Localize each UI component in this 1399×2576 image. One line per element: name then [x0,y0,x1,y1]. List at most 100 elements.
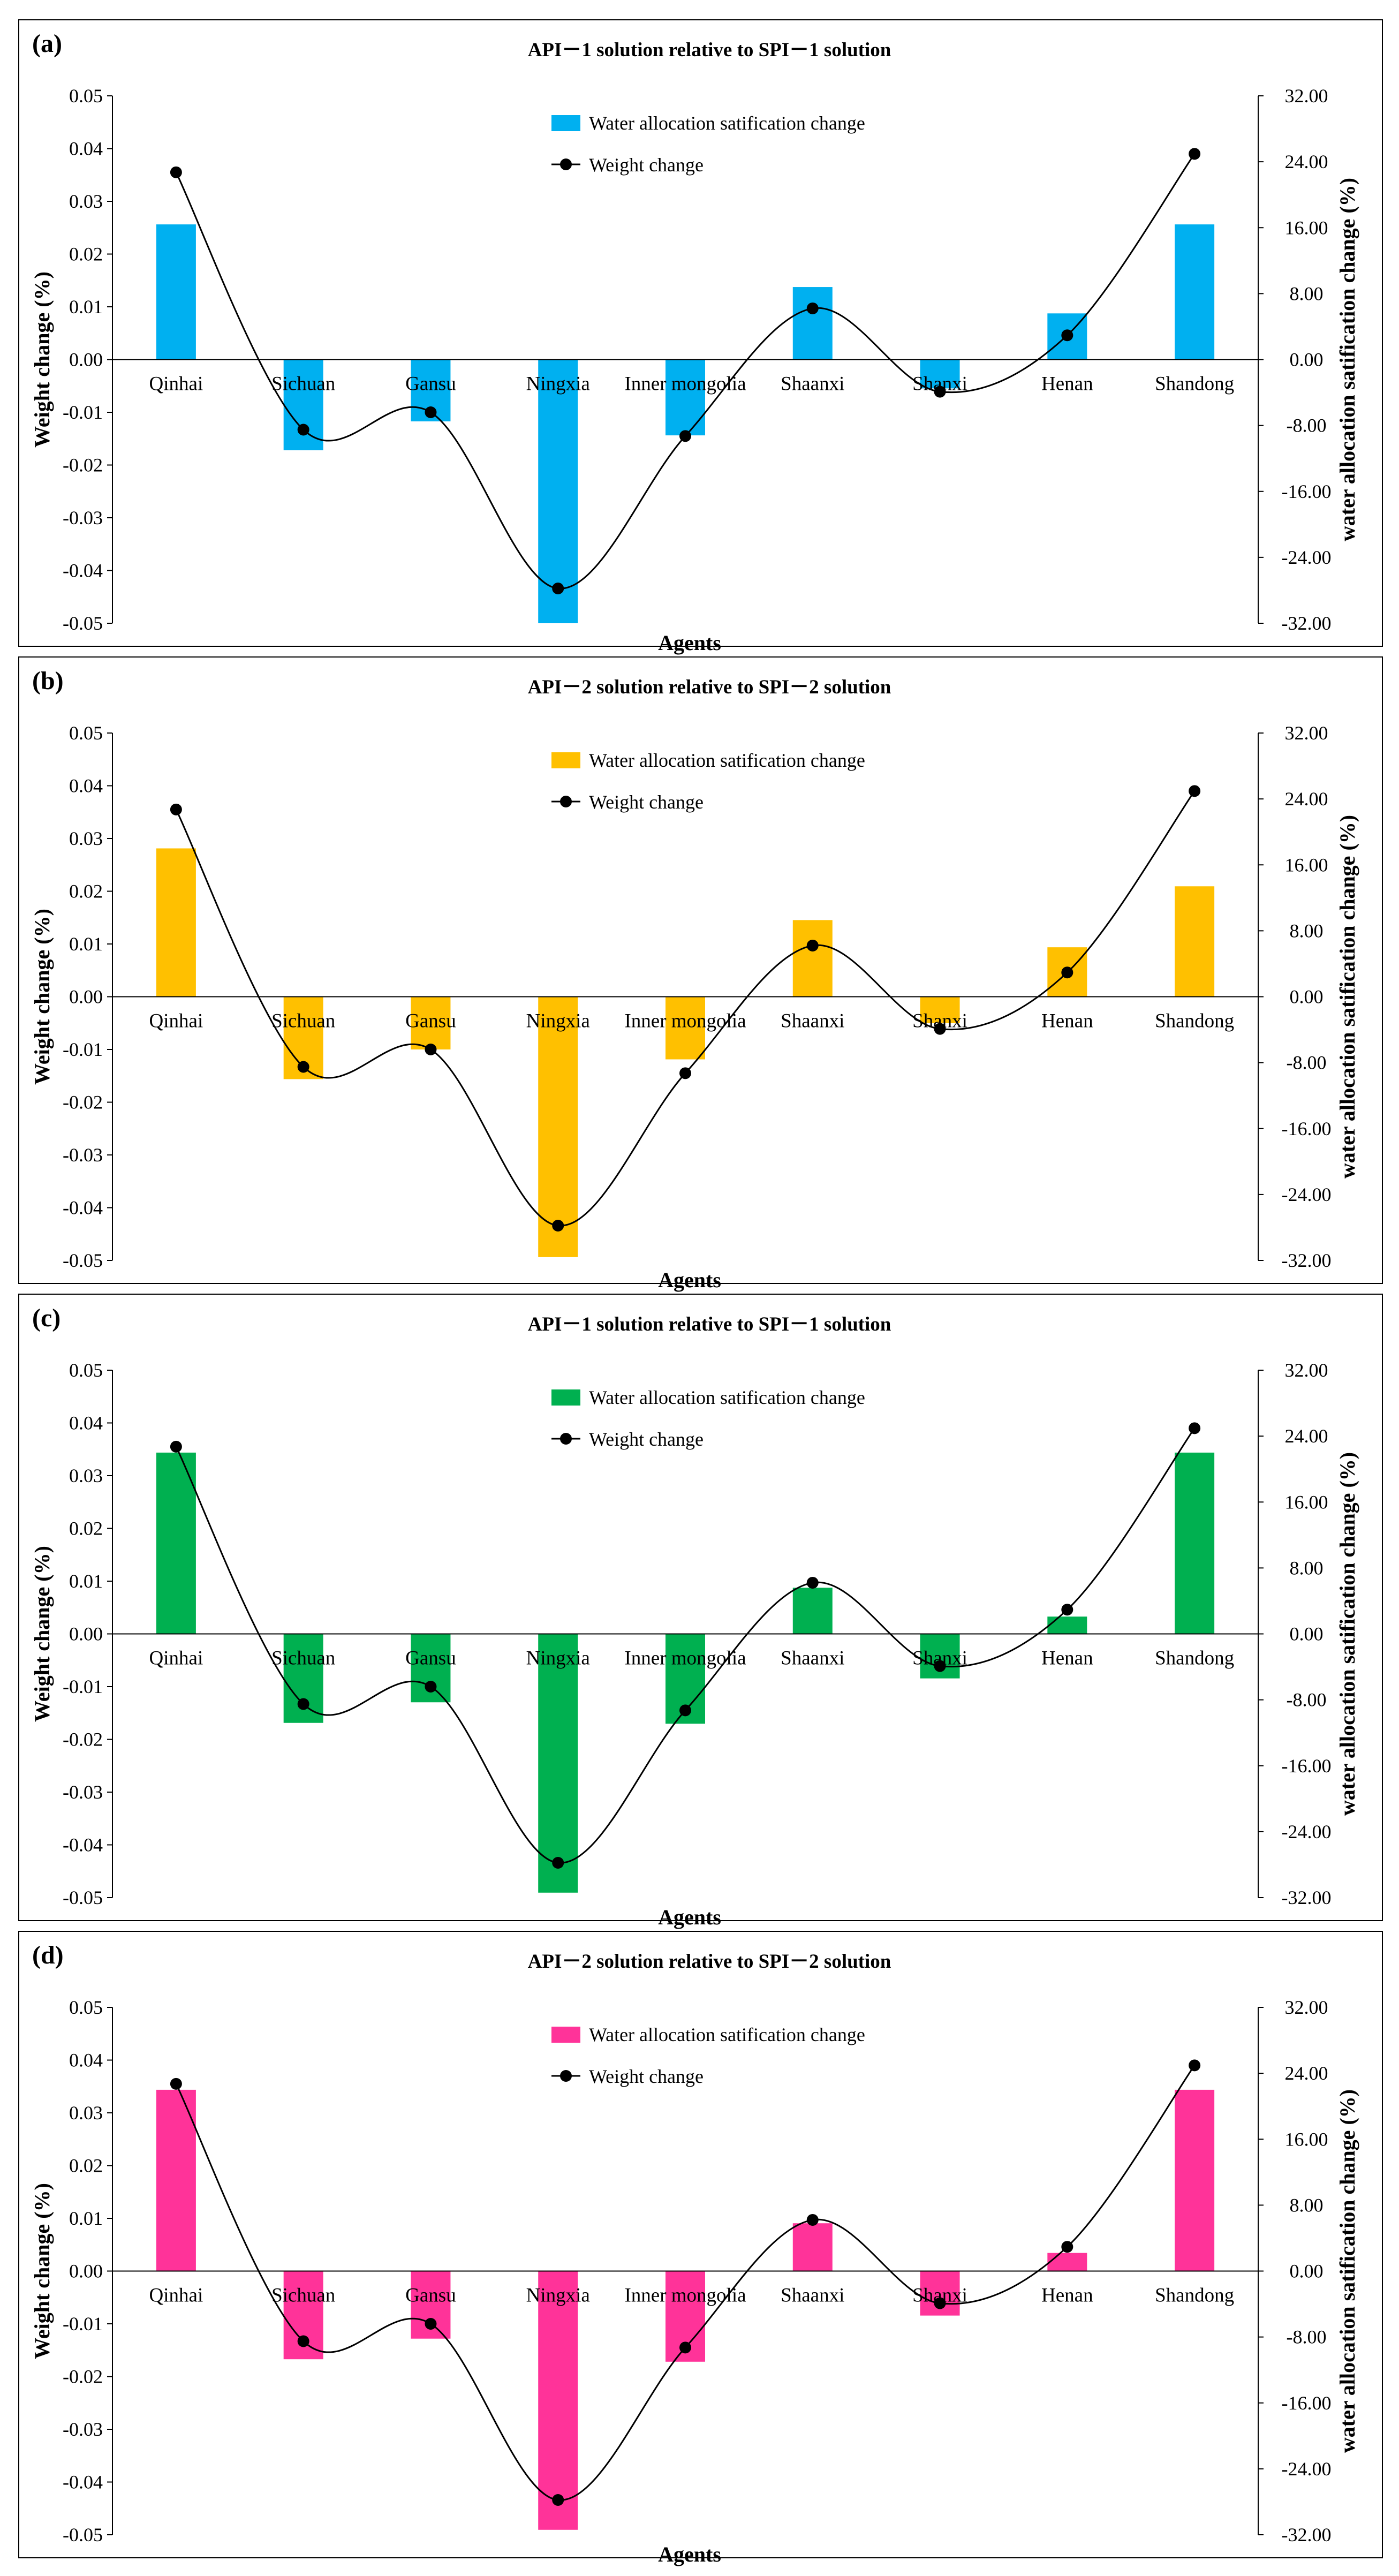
weight-point-inner-mongolia [679,2341,691,2354]
left-tick-label: 0.04 [69,138,103,160]
bar-qinhai [156,1452,196,1634]
left-tick-label: 0.00 [69,349,103,371]
left-tick-label: -0.05 [63,2524,103,2545]
category-label: Inner mongolia [624,373,746,395]
weight-point-qinhai [170,2078,182,2090]
weight-point-gansu [425,1044,437,1055]
legend: Water allocation satification change Weig… [551,2024,865,2087]
weight-point-shaanxi [806,939,819,951]
weight-point-ningxia [552,2494,564,2506]
right-tick-label: 8.00 [1290,283,1324,304]
left-tick-label: 0.01 [69,1570,103,1592]
panel-label: (b) [32,667,64,695]
right-tick-label: -16.00 [1282,1118,1332,1139]
right-tick-label: 32.00 [1285,1359,1328,1381]
category-label: Gansu [405,1010,456,1032]
category-label: Gansu [405,2285,456,2307]
left-tick-label: -0.04 [63,2472,103,2493]
bar-shandong [1175,224,1215,360]
right-tick-label: -32.00 [1282,1887,1332,1908]
category-label: Shandong [1155,1648,1234,1670]
weight-point-shanxi [934,1023,946,1035]
weight-point-sichuan [297,1698,309,1710]
right-tick-label: 24.00 [1285,151,1328,172]
right-tick-label: 0.00 [1290,349,1324,371]
bar-shaanxi [792,287,833,360]
y-left-axis-title: Weight change (%) [30,909,54,1085]
category-label: Shandong [1155,373,1234,395]
weight-point-gansu [425,406,437,418]
left-tick-label: 0.01 [69,2208,103,2229]
bar-ningxia [538,2271,578,2530]
right-tick-label: -16.00 [1282,481,1332,502]
chart-panel-d: (d) API－2 solution relative to SPI－2 solu… [18,1931,1383,2566]
legend-label-bar: Water allocation satification change [589,2024,865,2045]
legend-label-bar: Water allocation satification change [589,750,865,771]
right-tick-label: -8.00 [1287,1052,1327,1074]
category-label: Sichuan [271,1648,335,1670]
left-tick-label: -0.03 [63,2419,103,2440]
weight-point-sichuan [297,424,309,436]
left-tick-label: 0.00 [69,986,103,1008]
legend-label-line: Weight change [589,1429,704,1450]
left-tick-label: -0.05 [63,1250,103,1271]
category-label: Inner mongolia [624,1010,746,1032]
category-label: Sichuan [271,373,335,395]
left-tick-label: 0.03 [69,1465,103,1486]
category-label: Henan [1041,1648,1093,1670]
y-right-axis-title: water allocation satification change (%) [1335,178,1359,541]
weight-point-inner-mongolia [679,1067,691,1079]
x-axis-title: Agents [658,631,721,655]
y-right-axis-title: water allocation satification change (%) [1335,815,1359,1179]
left-tick-label: 0.04 [69,775,103,797]
chart-panel-c: (c) API－1 solution relative to SPI－1 solu… [18,1294,1383,1929]
panel-label: (a) [32,29,62,58]
left-tick-label: -0.04 [63,560,103,581]
weight-point-shandong [1189,2059,1201,2072]
left-tick-label: -0.05 [63,613,103,634]
right-tick-label: -8.00 [1287,1689,1327,1711]
bar-henan [1047,1616,1087,1634]
left-tick-label: 0.02 [69,1518,103,1539]
x-axis-title: Agents [658,2542,721,2566]
right-tick-label: -32.00 [1282,1250,1332,1271]
right-tick-label: 0.00 [1290,986,1324,1008]
left-tick-label: 0.05 [69,85,103,107]
category-label: Gansu [405,1648,456,1670]
bar-ningxia [538,996,578,1257]
right-tick-label: -32.00 [1282,2524,1332,2545]
weight-point-gansu [425,1681,437,1693]
right-tick-label: 16.00 [1285,1491,1328,1513]
right-tick-label: -8.00 [1287,2326,1327,2348]
weight-point-shaanxi [806,1576,819,1589]
weight-point-gansu [425,2318,437,2330]
weight-change-line [175,1427,1196,1864]
legend-label-bar: Water allocation satification change [589,1387,865,1408]
x-axis-title: Agents [658,1268,721,1292]
chart-title: API－1 solution relative to SPI－1 solutio… [528,39,891,61]
category-label: Ningxia [526,1010,590,1032]
bar-shaanxi [792,920,833,997]
left-tick-label: -0.01 [63,1039,103,1060]
right-tick-label: 32.00 [1285,85,1328,107]
left-tick-label: 0.02 [69,244,103,265]
weight-point-qinhai [170,803,182,815]
bar-ningxia [538,1634,578,1893]
chart-title: API－2 solution relative to SPI－2 solutio… [528,1951,891,1973]
right-tick-label: 0.00 [1290,1623,1324,1645]
left-tick-label: 0.03 [69,191,103,212]
legend-swatch-marker [560,796,572,807]
bar-shanxi [920,359,960,389]
category-label: Qinhai [149,2285,203,2307]
bar-gansu [411,996,451,1049]
bar-shandong [1175,886,1215,997]
left-tick-label: 0.00 [69,2261,103,2282]
left-tick-label: 0.01 [69,933,103,955]
left-tick-label: -0.01 [63,2313,103,2335]
bar-ningxia [538,359,578,623]
right-tick-label: 8.00 [1290,920,1324,941]
legend: Water allocation satification change Weig… [551,1387,865,1450]
right-tick-label: -24.00 [1282,1184,1332,1205]
right-tick-label: 16.00 [1285,854,1328,875]
